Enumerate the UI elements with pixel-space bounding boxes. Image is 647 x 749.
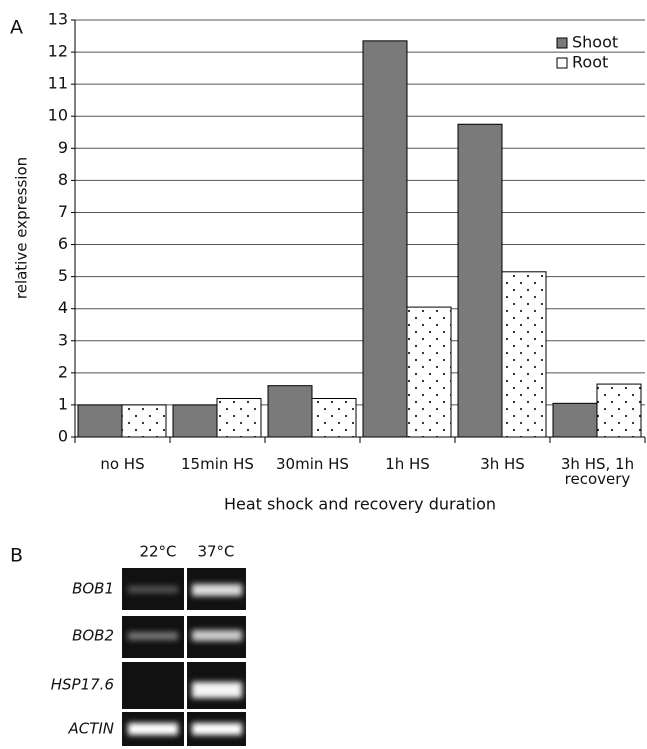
bar [597,384,641,437]
bar [363,41,407,437]
y-tick-label: 1 [58,394,68,413]
y-axis-label: relative expression [13,157,31,299]
x-tick-label: 3h HS, 1h recovery [552,457,644,487]
panel-label: B [10,545,23,567]
legend-swatch [557,58,567,68]
x-axis-label: Heat shock and recovery duration [224,495,496,514]
panel-label: A [10,17,23,39]
bar [173,405,217,437]
row-label: ACTIN [67,720,114,738]
bar [502,272,546,437]
y-tick-label: 5 [58,266,68,285]
gel-image [122,565,246,749]
y-tick-label: 3 [58,330,68,349]
y-tick-label: 10 [48,106,68,125]
y-tick-label: 6 [58,234,68,253]
legend-label: Root [572,53,608,72]
y-tick-label: 12 [48,42,68,61]
row-label: HSP17.6 [51,676,114,694]
legend-label: Shoot [572,33,618,52]
bar [312,399,356,437]
row-label: BOB2 [72,627,114,645]
y-tick-label: 13 [48,10,68,29]
x-tick-label: 30min HS [267,457,359,472]
y-tick-label: 11 [48,74,68,93]
bar [217,399,261,437]
lane-label: 22°C [139,543,176,561]
y-tick-label: 9 [58,138,68,157]
x-tick-label: 3h HS [457,457,549,472]
y-tick-label: 0 [58,427,68,446]
x-tick-label: no HS [77,457,169,472]
row-label: BOB1 [72,580,114,598]
y-tick-label: 2 [58,362,68,381]
legend-swatch [557,38,567,48]
bar [122,405,166,437]
x-tick-label: 15min HS [172,457,264,472]
figure: A B relative expression Heat shock and r… [0,0,647,749]
bar [407,307,451,437]
chart: A B relative expression Heat shock and r… [0,0,647,749]
x-tick-label: 1h HS [362,457,454,472]
y-tick-label: 7 [58,202,68,221]
bar [268,386,312,437]
y-tick-label: 8 [58,170,68,189]
bar [553,403,597,437]
y-tick-label: 4 [58,298,68,317]
bar [458,124,502,437]
bar [78,405,122,437]
lane-label: 37°C [197,543,234,561]
